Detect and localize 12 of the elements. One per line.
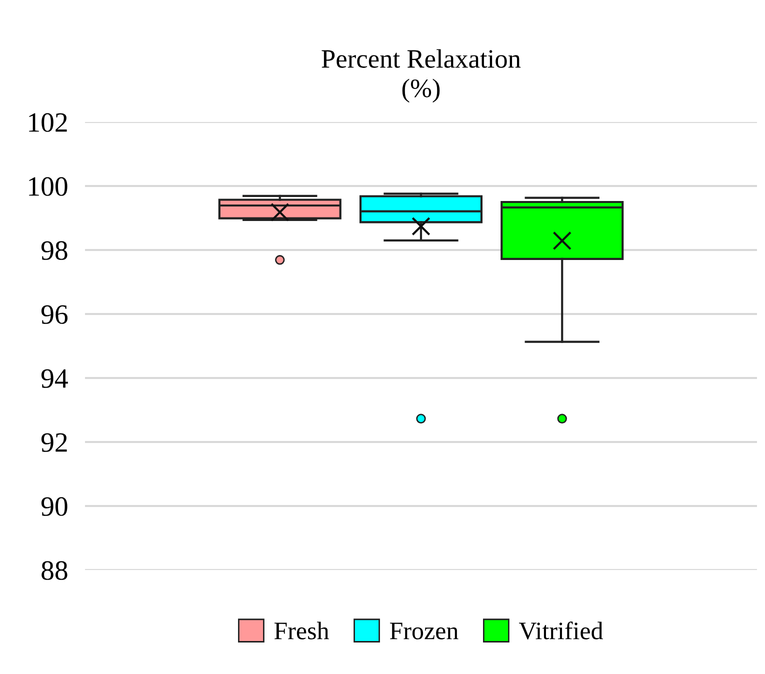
legend-label: Frozen — [390, 622, 458, 640]
y-tick-label: 88 — [42, 561, 68, 580]
y-tick-label: 102 — [29, 113, 67, 132]
chart-title: Percent Relaxation (%) — [322, 49, 521, 103]
y-tick-label: 90 — [41, 497, 68, 516]
y-tick-label: 98 — [41, 241, 68, 260]
legend-label: Fresh — [274, 622, 329, 640]
y-tick-label: 100 — [29, 177, 68, 196]
y-tick-label: 92 — [41, 433, 67, 452]
y-tick-label: 94 — [41, 369, 68, 388]
legend-label: Vitrified — [518, 622, 603, 640]
y-tick-label: 96 — [41, 305, 68, 324]
